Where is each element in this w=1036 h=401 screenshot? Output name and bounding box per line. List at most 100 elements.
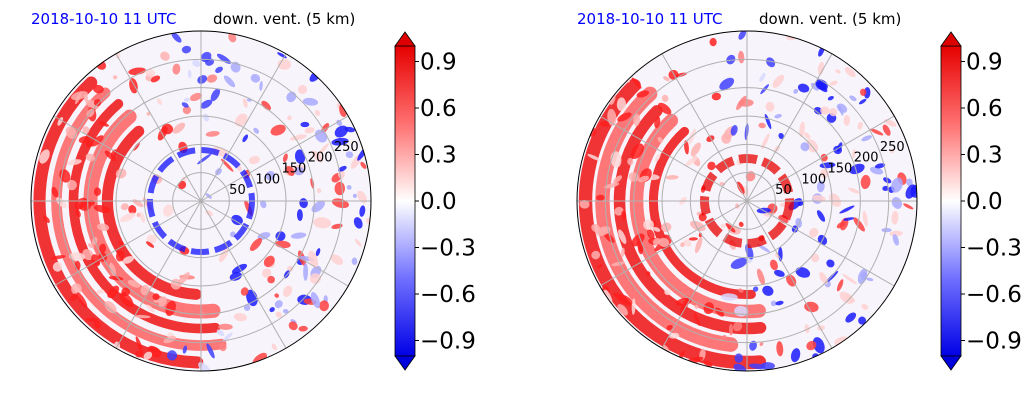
field-blob [770, 259, 778, 271]
field-blob [728, 323, 734, 336]
field-blob [614, 206, 624, 216]
field-blob [115, 168, 127, 179]
field-blob [75, 92, 82, 105]
field-blob [181, 45, 192, 54]
field-blob [222, 332, 233, 342]
field-blob [257, 232, 271, 240]
field-blob [848, 187, 860, 194]
grid-spoke [599, 200, 748, 287]
field-blob [631, 298, 636, 315]
field-blob [120, 212, 136, 223]
field-blob [282, 308, 289, 314]
field-blob [725, 223, 736, 233]
field-blob [303, 262, 309, 281]
field-blob [736, 181, 745, 195]
field-blob [760, 362, 775, 370]
field-blob [233, 313, 247, 322]
radial-tick-label: 200 [854, 151, 879, 166]
field-blob [76, 292, 88, 308]
grid-spoke [200, 115, 349, 202]
field-blob [862, 210, 868, 227]
field-blob [203, 113, 210, 122]
field-blob [820, 106, 830, 115]
field-blob [859, 88, 867, 96]
field-blob [844, 67, 856, 78]
field-blob [330, 254, 344, 265]
field-layer [33, 32, 371, 371]
field-blob [836, 103, 848, 113]
field-blob [690, 142, 701, 157]
field-blob [118, 241, 123, 245]
field-blob [178, 180, 187, 190]
field-blob [645, 271, 651, 277]
field-blob [905, 184, 917, 199]
field-blob [78, 136, 90, 144]
field-blob [172, 63, 181, 75]
field-blob [852, 148, 856, 159]
field-blob [829, 108, 838, 117]
field-blob [683, 239, 692, 247]
field-blob [302, 97, 319, 106]
colorbar-tick-label: −0.9 [966, 329, 1022, 355]
radial-tick-label: 200 [308, 151, 333, 166]
red-arc [649, 126, 756, 299]
field-blob [738, 288, 744, 293]
field-blob [331, 137, 349, 146]
field-blob [596, 264, 603, 269]
field-blob [84, 93, 88, 102]
field-blob [237, 165, 243, 172]
grid-spoke [661, 53, 748, 202]
field-blob [93, 204, 111, 214]
field-blob [774, 269, 785, 277]
radial-tick-label: 150 [282, 161, 307, 176]
field-blob [210, 88, 221, 102]
field-blob [858, 98, 867, 105]
field-blob [775, 300, 784, 306]
field-blob [652, 226, 661, 232]
field-blob [353, 217, 363, 229]
radial-tick-label: 150 [828, 161, 853, 176]
field-blob [50, 255, 66, 260]
grid-spoke [661, 200, 748, 349]
field-blob [849, 95, 857, 102]
field-blob [127, 279, 141, 288]
field-blob [308, 250, 319, 268]
field-blob [129, 78, 138, 94]
red-arc [101, 125, 202, 300]
field-blob [906, 178, 913, 187]
field-blob [344, 126, 356, 133]
field-blob [43, 215, 50, 223]
field-blob [345, 151, 354, 159]
field-blob [282, 285, 293, 297]
field-blob [274, 293, 280, 298]
field-blob [826, 259, 835, 268]
field-blob [311, 150, 323, 163]
field-blob [665, 175, 679, 180]
radial-tick-label: 50 [229, 183, 246, 198]
field-blob [884, 119, 897, 127]
field-blob [205, 193, 212, 199]
red-arc [613, 105, 767, 335]
field-blob [890, 149, 895, 154]
field-blob [776, 341, 784, 357]
field-blob [93, 84, 104, 94]
field-blob [843, 115, 851, 126]
colorbar-tick-label: 0.9 [420, 50, 457, 76]
field-blob [819, 272, 828, 285]
field-blob [643, 219, 654, 230]
field-blob [804, 132, 811, 140]
field-blob [346, 184, 352, 190]
field-blob [613, 292, 622, 299]
field-blob [112, 75, 118, 80]
field-blob [858, 316, 867, 325]
field-blob [143, 351, 153, 360]
field-blob [249, 238, 262, 251]
field-blob [845, 295, 856, 303]
field-blob [57, 117, 64, 126]
field-blob [352, 193, 357, 199]
field-blob [707, 161, 716, 171]
field-blob [836, 279, 844, 292]
field-blob [182, 345, 188, 354]
field-blob [300, 121, 310, 128]
